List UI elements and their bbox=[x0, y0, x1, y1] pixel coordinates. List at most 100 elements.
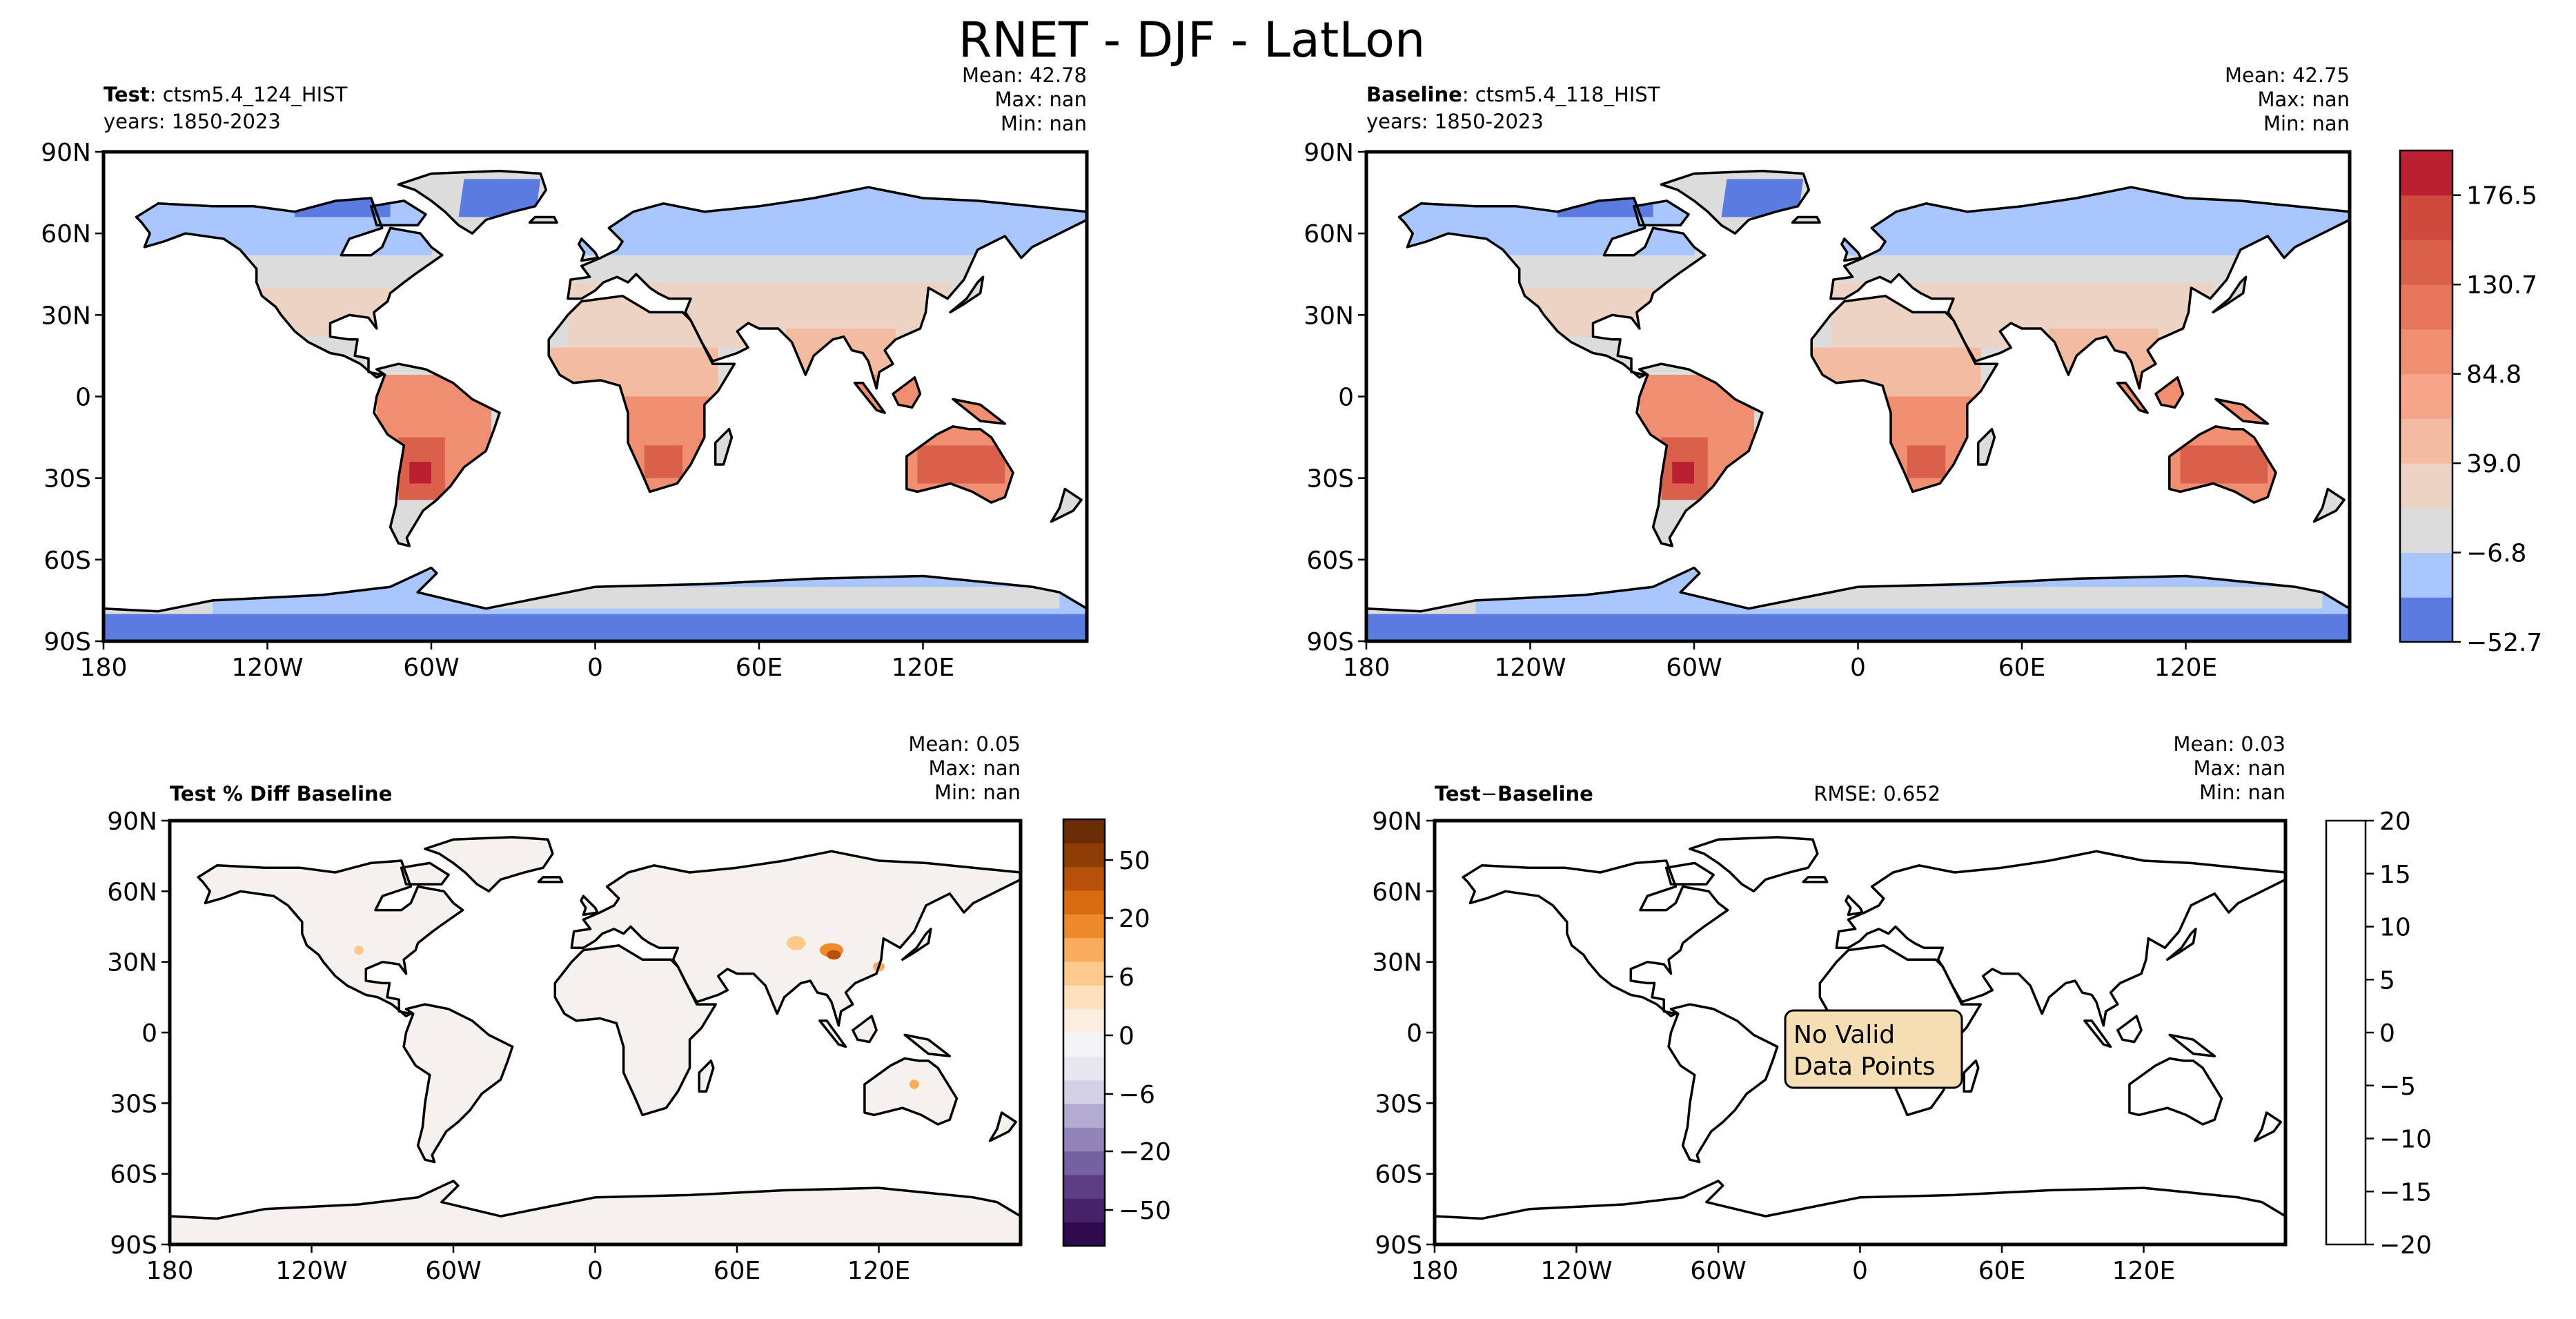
colorbar-tick-label: 84.8 bbox=[2466, 361, 2521, 389]
panel-title-minus: − bbox=[1481, 782, 1497, 805]
stat-min: Min: nan bbox=[1001, 112, 1087, 135]
colorbar-tick-label: 130.7 bbox=[2466, 271, 2537, 300]
x-tick-label: 180 bbox=[1411, 1257, 1459, 1285]
y-tick-label: 60N bbox=[1304, 220, 1354, 248]
coastline-sumatra bbox=[2083, 1019, 2112, 1048]
colorbar-pct: 50 20 6 0 −6 −20 −50 bbox=[1062, 818, 1171, 1247]
y-tick-label: 60N bbox=[41, 220, 91, 248]
colorbar-tick-label: −50 bbox=[1119, 1197, 1171, 1225]
colorbar-frame bbox=[1062, 818, 1106, 1247]
coastline-greenland bbox=[424, 836, 554, 893]
colorbar-swatch bbox=[2400, 240, 2452, 285]
colorbar-swatch bbox=[1063, 1008, 1105, 1033]
land-fill-newZealand bbox=[990, 1113, 1016, 1141]
colorbar-tick-label: 50 bbox=[1119, 847, 1150, 875]
land-fill-madagascar bbox=[715, 429, 732, 465]
colorbar-tick-label: 39.0 bbox=[2466, 450, 2521, 478]
land-fill-newZealand bbox=[2314, 489, 2345, 522]
x-tick-label: 120W bbox=[231, 654, 303, 682]
coastline-madagascar bbox=[698, 1059, 715, 1093]
map-field bbox=[1435, 836, 2285, 1244]
coastline-borneo bbox=[2116, 1015, 2143, 1044]
coastline-northAmerica bbox=[135, 197, 444, 379]
map-panel-test: 180 120W 60W 0 60E 120E 90N 60N 30N 0 30S 60S 90S Tes… bbox=[41, 63, 1089, 682]
stat-max: Max: nan bbox=[929, 756, 1021, 780]
colorbar-tick-label: 176.5 bbox=[2466, 182, 2537, 211]
colorbar-swatch bbox=[1063, 1127, 1105, 1152]
panel-title-bold2: Baseline bbox=[1497, 782, 1593, 805]
land-fill-southAmerica bbox=[404, 1004, 513, 1162]
value-zone bbox=[2180, 445, 2268, 484]
coastline-eurasia bbox=[570, 850, 1021, 1027]
coastline-africa bbox=[1810, 295, 1999, 494]
coastline-australia bbox=[863, 1057, 958, 1126]
colorbar-swatch bbox=[1063, 1222, 1105, 1247]
x-tick-label: 120E bbox=[2112, 1257, 2175, 1285]
x-tick-label: 60E bbox=[736, 654, 783, 682]
colorbar-tick-label: −15 bbox=[2379, 1178, 2432, 1206]
land-fill-iceland bbox=[1792, 217, 1820, 223]
x-tick-label: 180 bbox=[1343, 654, 1390, 682]
x-tick-label: 0 bbox=[587, 1257, 603, 1285]
land-fill-madagascar bbox=[699, 1060, 714, 1092]
coastline-baffin bbox=[1633, 199, 1690, 227]
coastline-australia bbox=[905, 425, 1014, 504]
coastline-antarctica bbox=[104, 566, 1087, 641]
x-tick-label: 120E bbox=[2154, 654, 2217, 682]
stat-min: Min: nan bbox=[2199, 781, 2285, 804]
colorbar-diff: 20 15 10 5 0 −5 −10 −15 −20 bbox=[2325, 808, 2432, 1260]
x-tick-label: 60W bbox=[1690, 1257, 1746, 1285]
panel-title: Baseline: ctsm5.4_118_HIST bbox=[1366, 83, 1660, 106]
x-tick-label: 60W bbox=[1666, 654, 1722, 682]
x-tick-label: 0 bbox=[1852, 1257, 1868, 1285]
y-tick-label: 30N bbox=[1304, 302, 1354, 330]
y-tick-label: 0 bbox=[75, 384, 91, 412]
coastline-greenland bbox=[397, 169, 548, 235]
coastline-madagascar bbox=[1976, 428, 1996, 466]
coastline-antarctica bbox=[1366, 566, 2350, 641]
y-tick-label: 90N bbox=[41, 139, 91, 167]
y-tick-label: 60N bbox=[1372, 878, 1422, 906]
y-tick-label: 30N bbox=[1372, 949, 1422, 977]
colorbar-swatch bbox=[2400, 597, 2452, 643]
colorbar-swatch bbox=[1063, 1033, 1105, 1057]
land-fill-australia bbox=[864, 1058, 957, 1124]
coastline-northAmerica bbox=[197, 859, 464, 1017]
y-tick-label: 60S bbox=[1375, 1161, 1422, 1189]
colorbar-swatch bbox=[1063, 1104, 1105, 1128]
coastline-eurasia bbox=[567, 186, 1087, 390]
map-panel-diff: 180 120W 60W 0 60E 120E 90N 60N 30N 0 30S 60S 90S Tes… bbox=[1372, 732, 2288, 1285]
colorbar-swatch bbox=[1063, 1198, 1105, 1223]
x-tick-label: 120E bbox=[847, 1257, 910, 1285]
coastline-southAmerica bbox=[1667, 1003, 1779, 1164]
colorbar-swatch bbox=[1063, 890, 1105, 915]
land-fill-newZealand bbox=[1051, 489, 1082, 522]
stat-max: Max: nan bbox=[2194, 756, 2285, 780]
rmse-label: RMSE: 0.652 bbox=[1813, 782, 1940, 805]
coastline-newGuinea bbox=[903, 1033, 952, 1057]
coastline-antarctica bbox=[170, 1180, 1021, 1244]
coastline-uk bbox=[1840, 237, 1862, 262]
colorbar-tick-label: 0 bbox=[1119, 1022, 1134, 1051]
pctdiff-hotspot bbox=[910, 1079, 919, 1089]
colorbar-tick-label: 20 bbox=[1119, 905, 1150, 933]
coastline-baffin bbox=[1664, 861, 1715, 886]
value-zone bbox=[917, 445, 1005, 484]
x-tick-label: 180 bbox=[146, 1257, 194, 1285]
panel-title-rest: : ctsm5.4_118_HIST bbox=[1462, 83, 1660, 106]
coastline-newZealand bbox=[2312, 487, 2346, 523]
land-fill-northAmerica bbox=[198, 861, 463, 1017]
colorbar-swatch bbox=[1063, 1175, 1105, 1199]
coastline-iceland bbox=[537, 876, 564, 883]
land-fill-borneo bbox=[852, 1016, 877, 1042]
coastline-baffin bbox=[370, 199, 427, 227]
colorbar-tick-label: −52.7 bbox=[2466, 629, 2542, 657]
coastline-iceland bbox=[1802, 876, 1829, 883]
coastline-eurasia bbox=[1829, 186, 2350, 390]
pctdiff-hotspot bbox=[786, 936, 806, 950]
land-fill-iceland bbox=[529, 217, 558, 223]
coastline-antarctica bbox=[1435, 1180, 2285, 1244]
colorbar-tick-label: 5 bbox=[2379, 966, 2395, 995]
colorbar-tick-label: −20 bbox=[1119, 1138, 1171, 1166]
